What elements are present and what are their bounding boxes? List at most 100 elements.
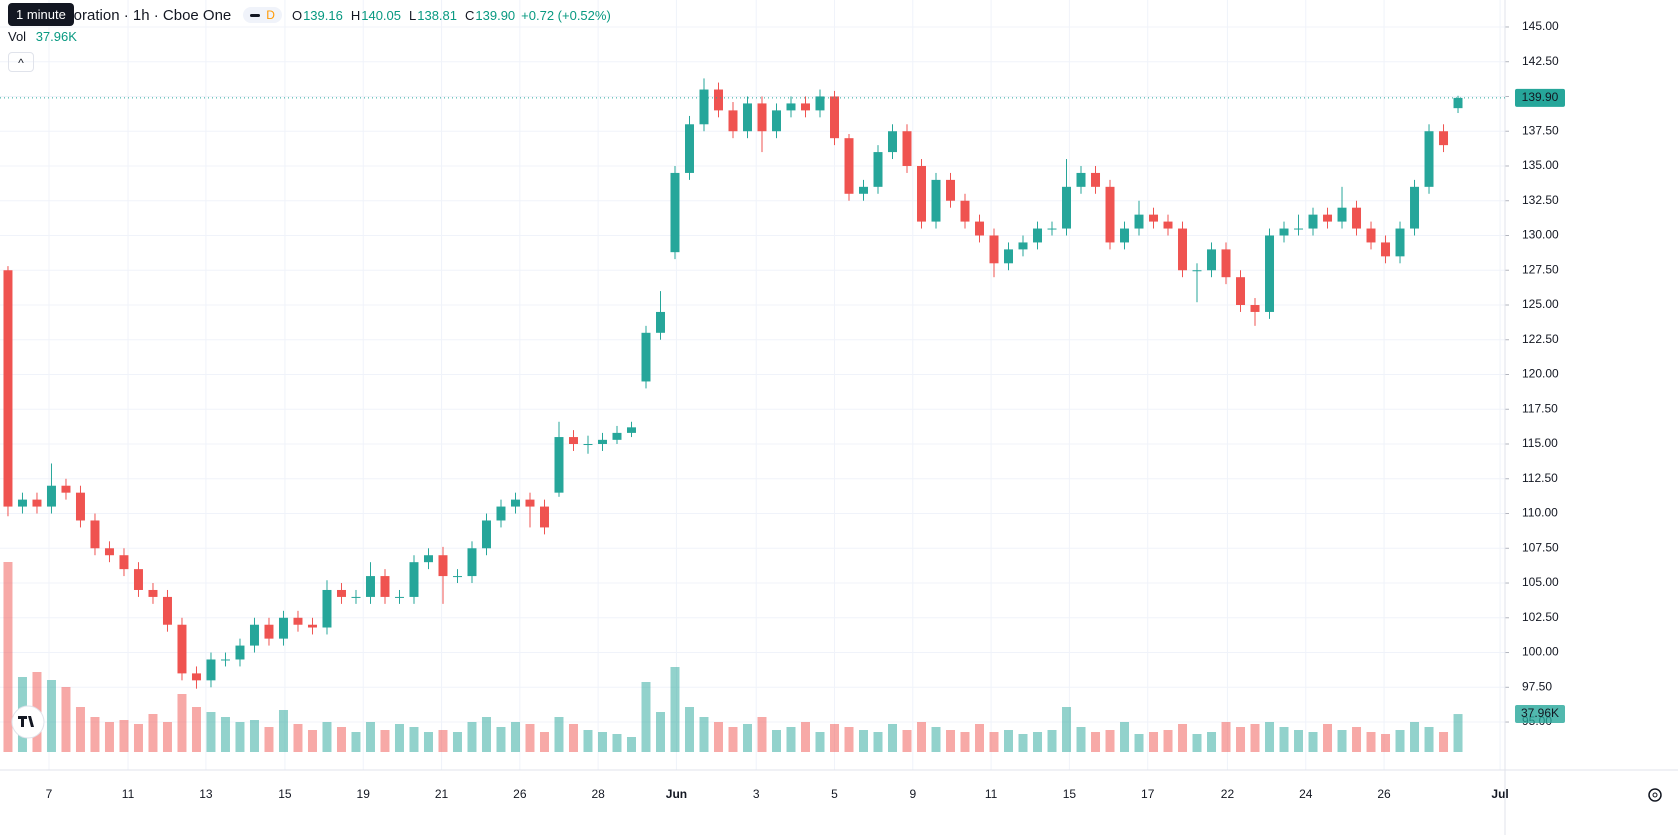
volume-bar — [1192, 734, 1202, 752]
candle-body — [1337, 207, 1347, 222]
volume-bar — [975, 724, 984, 752]
candle-body — [801, 103, 810, 111]
volume-bar — [1163, 730, 1173, 752]
candle-body — [1439, 131, 1449, 146]
candle-body — [757, 103, 767, 132]
volume-bar — [177, 694, 187, 752]
y-tick-label: 97.50 — [1522, 679, 1552, 693]
volume-bar — [1178, 724, 1188, 752]
candle-body — [351, 596, 361, 598]
volume-bar — [104, 722, 114, 752]
volume-bar — [1018, 734, 1028, 752]
candle-body — [612, 432, 622, 440]
volume-bar — [1395, 730, 1405, 752]
volume-bar — [583, 730, 593, 752]
volume-bar — [801, 722, 810, 752]
volume-bar — [1352, 727, 1362, 752]
candle-body — [931, 179, 941, 222]
candle-body — [32, 499, 42, 507]
candle-body — [1236, 277, 1246, 305]
candle-body — [481, 520, 491, 549]
candle-body — [568, 437, 578, 445]
last-price-label: 139.90 — [1522, 90, 1559, 104]
y-tick-label: 105.00 — [1522, 575, 1559, 589]
x-tick-label: Jun — [666, 787, 687, 801]
candle-body — [380, 576, 390, 597]
candle-body — [496, 506, 506, 521]
candle-body — [177, 624, 187, 674]
volume-bar — [1294, 730, 1304, 752]
volume-bar — [351, 732, 361, 752]
x-tick-label: 7 — [46, 787, 53, 801]
settings-gear — [1648, 788, 1662, 802]
candle-body — [902, 131, 912, 166]
candle-body — [960, 200, 970, 222]
candle-body — [873, 152, 883, 187]
candle-body — [1062, 186, 1072, 229]
volume-bar — [525, 724, 535, 752]
x-tick-label: 15 — [1063, 787, 1077, 801]
candle-body — [206, 659, 216, 681]
settings-icon[interactable] — [1648, 788, 1662, 802]
volume-bar — [452, 732, 462, 752]
close-label: C — [465, 7, 475, 23]
candle-body — [597, 439, 607, 445]
candle-body — [278, 617, 288, 639]
volume-bar — [946, 730, 955, 752]
volume-bar — [1381, 734, 1391, 752]
y-tick-label: 130.00 — [1522, 228, 1559, 242]
y-tick-label: 110.00 — [1522, 506, 1558, 520]
x-tick-label: 22 — [1221, 787, 1235, 801]
volume-bar — [235, 722, 245, 752]
status-badge[interactable]: D — [243, 7, 282, 23]
volume-bar — [931, 727, 941, 752]
last-volume-box — [1515, 705, 1565, 724]
candle-body — [46, 485, 56, 507]
last-price-box — [1515, 88, 1565, 107]
candle-body — [133, 569, 143, 590]
candle-body — [554, 437, 564, 493]
volume-bar — [1308, 732, 1318, 752]
x-tick-label: Jul — [1491, 787, 1508, 801]
volume-bar — [133, 724, 143, 752]
market-dot — [250, 13, 261, 17]
volume-bar — [772, 730, 781, 752]
x-tick-label: 26 — [513, 787, 527, 801]
x-tick-label: 9 — [909, 787, 916, 801]
y-tick-label: 125.00 — [1522, 297, 1559, 311]
volume-bar — [365, 722, 375, 752]
candle-body — [1091, 172, 1101, 187]
volume-bar — [1366, 732, 1376, 752]
volume-bar — [960, 732, 970, 752]
symbol-title[interactable]: orporation · 1h · Cboe One — [52, 6, 232, 24]
volume-legend: Vol 37.96K — [8, 29, 77, 44]
volume-bar — [568, 724, 578, 752]
volume-bar — [3, 562, 13, 752]
volume-bar — [641, 682, 651, 752]
x-tick-label: 21 — [435, 787, 449, 801]
candle-body — [975, 221, 984, 236]
candle-body — [859, 186, 868, 194]
candle-body — [1178, 228, 1188, 271]
y-tick-label: 120.00 — [1522, 367, 1559, 381]
x-tick-label: 13 — [199, 787, 213, 801]
volume-bar — [1149, 732, 1159, 752]
candle-body — [670, 172, 680, 253]
volume-bar — [1062, 707, 1072, 752]
y-tick-label: 117.50 — [1522, 401, 1558, 415]
volume-bar — [655, 712, 665, 752]
candle-body — [728, 110, 738, 132]
candle-body — [75, 492, 85, 521]
volume-bar — [1105, 730, 1115, 752]
candle-body — [235, 645, 245, 660]
volume-bar — [322, 722, 332, 752]
volume-bar — [757, 717, 767, 752]
candle-body — [336, 589, 346, 597]
volume-bar — [1076, 727, 1086, 752]
x-tick-label: 19 — [357, 787, 371, 801]
candle-body — [1033, 228, 1043, 243]
candle-body — [438, 555, 448, 577]
candle-body — [191, 673, 201, 681]
volume-bar — [888, 724, 897, 752]
collapse-button[interactable]: ^ — [8, 52, 34, 72]
